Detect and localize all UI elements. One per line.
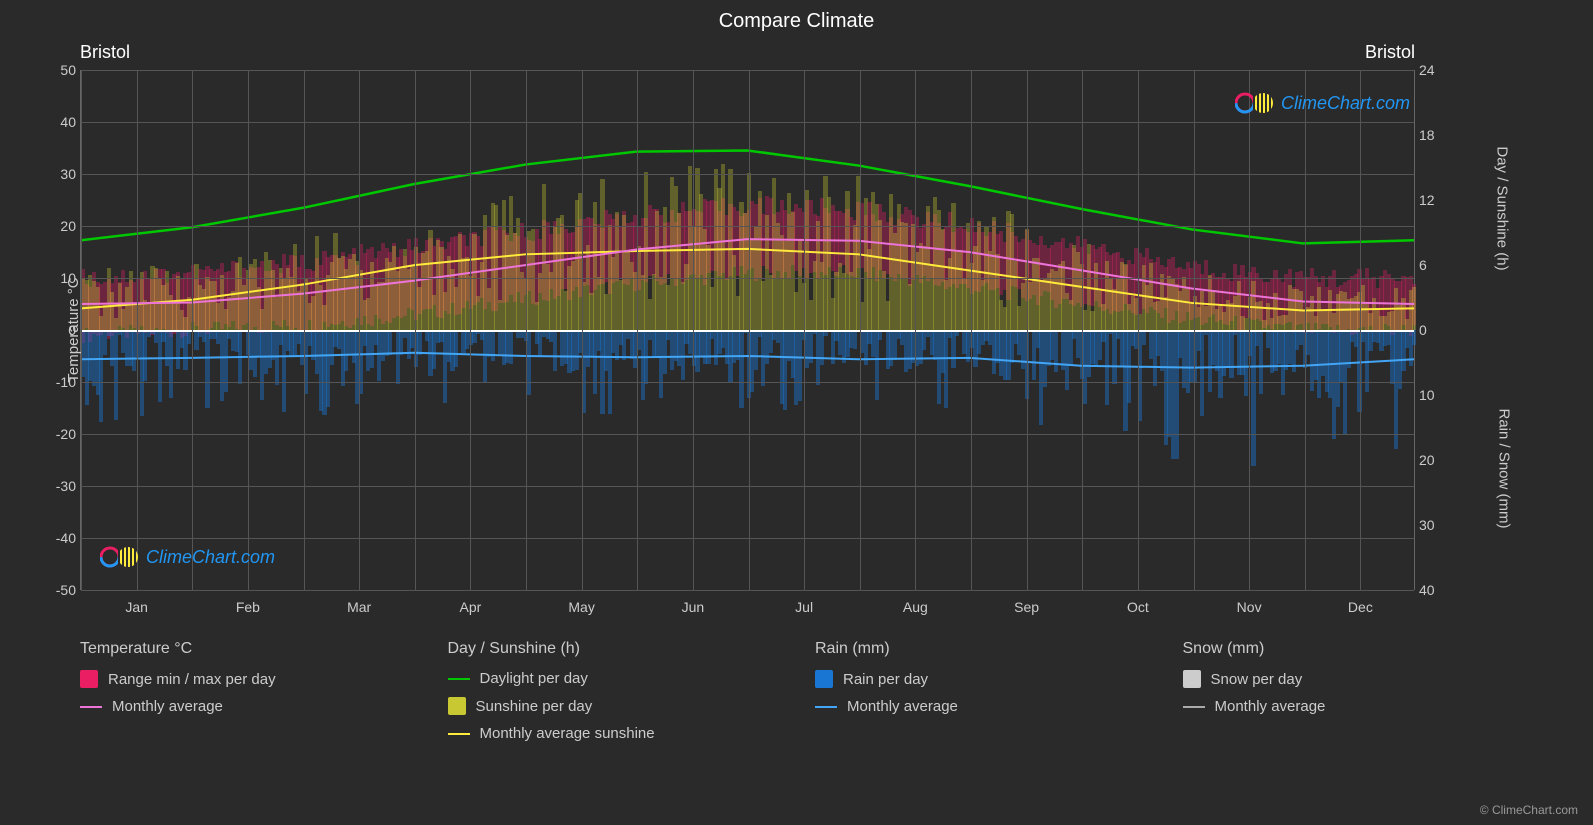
ytick-left: 30 xyxy=(41,166,76,182)
legend-label: Daylight per day xyxy=(480,670,588,687)
legend-column: Temperature °C Range min / max per day Mon… xyxy=(80,640,408,752)
legend-label: Monthly average sunshine xyxy=(480,725,655,742)
ytick-left: 10 xyxy=(41,270,76,286)
xtick-month: Oct xyxy=(1127,599,1149,615)
legend-item: Monthly average xyxy=(1183,698,1511,715)
ytick-right: 10 xyxy=(1419,387,1449,403)
ytick-right: 20 xyxy=(1419,452,1449,468)
ytick-right: 24 xyxy=(1419,62,1449,78)
ytick-right: 40 xyxy=(1419,582,1449,598)
legend-item: Monthly average xyxy=(80,698,408,715)
xtick-month: Jul xyxy=(795,599,813,615)
chart-container: Bristol Bristol Temperature °C Day / Sun… xyxy=(80,40,1510,620)
legend-swatch xyxy=(1183,670,1201,688)
watermark-top-right: ClimeChart.com xyxy=(1235,90,1410,116)
legend-label: Rain per day xyxy=(843,671,928,688)
legend-column: Snow (mm) Snow per day Monthly average xyxy=(1183,640,1511,752)
logo-icon xyxy=(100,544,140,570)
legend-title: Temperature °C xyxy=(80,640,408,658)
legend-item: Sunshine per day xyxy=(448,697,776,715)
legend-item: Monthly average xyxy=(815,698,1143,715)
legend-label: Monthly average xyxy=(847,698,958,715)
xtick-month: Jun xyxy=(682,599,705,615)
ytick-right: 30 xyxy=(1419,517,1449,533)
xtick-month: May xyxy=(568,599,594,615)
legend-title: Day / Sunshine (h) xyxy=(448,640,776,658)
xtick-month: Sep xyxy=(1014,599,1039,615)
legend-label: Snow per day xyxy=(1211,671,1303,688)
ytick-left: 0 xyxy=(41,322,76,338)
plot-area: Temperature °C Day / Sunshine (h) Rain /… xyxy=(80,70,1415,590)
legend-swatch xyxy=(80,706,102,708)
ytick-left: -50 xyxy=(41,582,76,598)
xtick-month: Feb xyxy=(236,599,260,615)
logo-icon xyxy=(1235,90,1275,116)
y-axis-right-top-label: Day / Sunshine (h) xyxy=(1493,146,1510,270)
legend-label: Sunshine per day xyxy=(476,698,593,715)
ytick-left: -20 xyxy=(41,426,76,442)
legend-column: Rain (mm) Rain per day Monthly average xyxy=(815,640,1143,752)
ytick-left: -40 xyxy=(41,530,76,546)
legend-title: Rain (mm) xyxy=(815,640,1143,658)
xtick-month: Aug xyxy=(903,599,928,615)
ytick-left: 40 xyxy=(41,114,76,130)
watermark-bottom-left: ClimeChart.com xyxy=(100,544,275,570)
chart-title: Compare Climate xyxy=(0,0,1593,33)
watermark-text: ClimeChart.com xyxy=(1281,93,1410,114)
copyright: © ClimeChart.com xyxy=(1480,803,1578,817)
legend-swatch xyxy=(815,670,833,688)
ytick-right: 6 xyxy=(1419,257,1449,273)
legend-swatch xyxy=(815,706,837,708)
ytick-left: -10 xyxy=(41,374,76,390)
legend-item: Range min / max per day xyxy=(80,670,408,688)
legend-item: Daylight per day xyxy=(448,670,776,687)
legend: Temperature °C Range min / max per day Mon… xyxy=(80,640,1510,752)
ytick-right: 18 xyxy=(1419,127,1449,143)
legend-swatch xyxy=(448,733,470,735)
y-axis-right-bot-label: Rain / Snow (mm) xyxy=(1495,408,1512,528)
city-label-right: Bristol xyxy=(1365,42,1415,63)
ytick-left: 20 xyxy=(41,218,76,234)
watermark-text: ClimeChart.com xyxy=(146,547,275,568)
ytick-right: 12 xyxy=(1419,192,1449,208)
xtick-month: Apr xyxy=(459,599,481,615)
xtick-month: Nov xyxy=(1237,599,1262,615)
ytick-right: 0 xyxy=(1419,322,1449,338)
ytick-left: -30 xyxy=(41,478,76,494)
legend-label: Monthly average xyxy=(112,698,223,715)
legend-label: Monthly average xyxy=(1215,698,1326,715)
legend-item: Monthly average sunshine xyxy=(448,725,776,742)
legend-swatch xyxy=(448,697,466,715)
xtick-month: Dec xyxy=(1348,599,1373,615)
legend-swatch xyxy=(80,670,98,688)
city-label-left: Bristol xyxy=(80,42,130,63)
xtick-month: Mar xyxy=(347,599,371,615)
legend-item: Rain per day xyxy=(815,670,1143,688)
legend-swatch xyxy=(448,678,470,680)
xtick-month: Jan xyxy=(125,599,148,615)
legend-column: Day / Sunshine (h) Daylight per day Sunshi… xyxy=(448,640,776,752)
legend-swatch xyxy=(1183,706,1205,708)
legend-title: Snow (mm) xyxy=(1183,640,1511,658)
ytick-left: 50 xyxy=(41,62,76,78)
legend-label: Range min / max per day xyxy=(108,671,276,688)
legend-item: Snow per day xyxy=(1183,670,1511,688)
